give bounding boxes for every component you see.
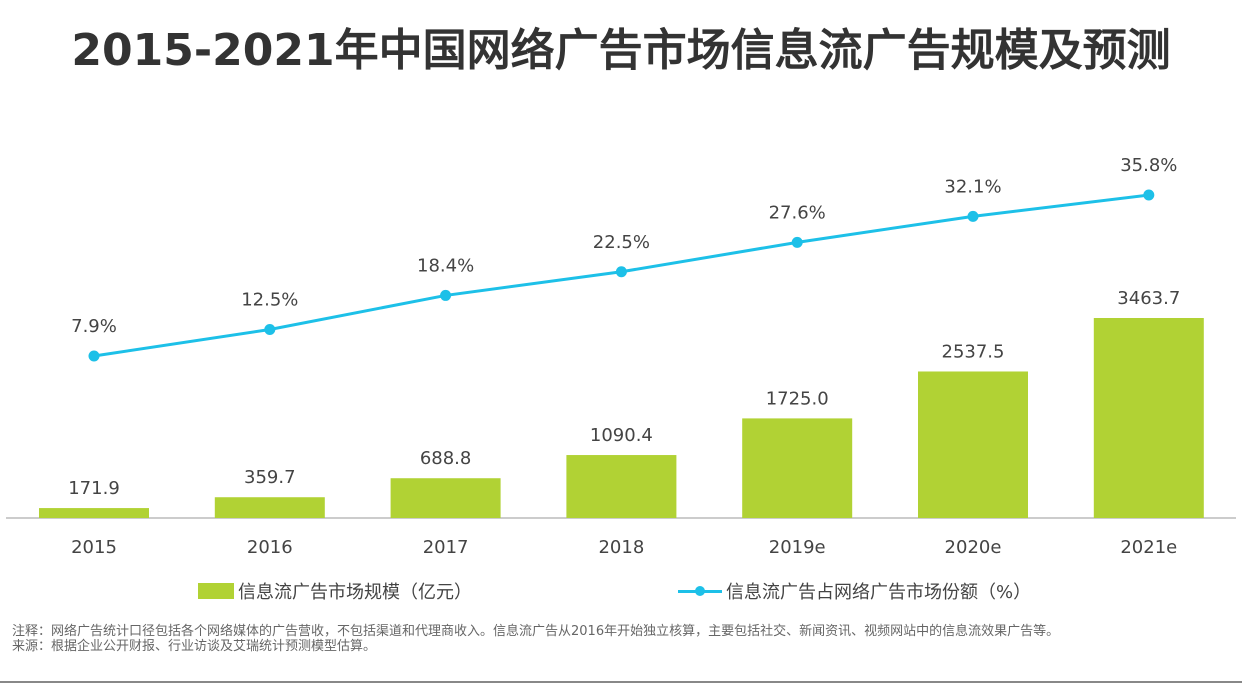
x-tick-label: 2018	[598, 537, 644, 558]
bar	[918, 371, 1028, 518]
line-point	[967, 210, 979, 222]
line-data-label: 32.1%	[944, 176, 1001, 197]
bar-data-label: 171.9	[68, 478, 120, 499]
line-data-label: 7.9%	[71, 316, 117, 337]
x-tick-label: 2021e	[1120, 537, 1177, 558]
bar-data-label: 359.7	[244, 467, 296, 488]
bar	[566, 455, 677, 518]
line-point	[440, 289, 452, 301]
line-data-label: 22.5%	[593, 232, 650, 253]
x-tick-label: 2017	[423, 537, 469, 558]
bar	[214, 497, 325, 518]
legend-label-line: 信息流广告占网络广告市场份额（%）	[726, 582, 1032, 603]
line-point	[88, 350, 100, 362]
line-data-label: 18.4%	[417, 255, 474, 276]
bar	[390, 478, 501, 518]
x-tick-label: 2015	[71, 537, 117, 558]
bar	[1093, 318, 1204, 518]
legend-item-bar: 信息流广告市场规模（亿元）	[198, 578, 472, 604]
bar	[39, 508, 149, 518]
line-point	[615, 266, 627, 278]
legend-label-bar: 信息流广告市场规模（亿元）	[238, 582, 472, 603]
bar-data-label: 1725.0	[766, 388, 829, 409]
legend-item-line: 信息流广告占网络广告市场份额（%）	[678, 578, 1031, 604]
legend-swatch-line	[678, 583, 722, 599]
line-point	[264, 323, 276, 335]
footnotes: 注释：网络广告统计口径包括各个网络媒体的广告营收，不包括渠道和代理商收入。信息流…	[12, 624, 1227, 654]
line-data-label: 35.8%	[1120, 155, 1177, 176]
bar-data-label: 3463.7	[1117, 288, 1180, 309]
x-tick-label: 2020e	[945, 537, 1002, 558]
bar	[742, 418, 853, 518]
x-tick-label: 2016	[247, 537, 293, 558]
chart-title: 2015-2021年中国网络广告市场信息流广告规模及预测	[71, 25, 1171, 76]
x-tick-label: 2019e	[769, 537, 826, 558]
line-data-label: 12.5%	[241, 289, 298, 310]
legend-swatch-bar	[198, 583, 234, 599]
line-point	[791, 236, 803, 248]
bar-data-label: 1090.4	[590, 425, 653, 446]
line-data-label: 27.6%	[769, 202, 826, 223]
bottom-rule	[0, 681, 1242, 683]
source-text: 来源：根据企业公开财报、行业访谈及艾瑞统计预测模型估算。	[12, 639, 377, 654]
bar-data-label: 2537.5	[942, 341, 1005, 362]
note-text: 注释：网络广告统计口径包括各个网络媒体的广告营收，不包括渠道和代理商收入。信息流…	[12, 624, 1060, 639]
bar-data-label: 688.8	[420, 448, 472, 469]
line-point	[1143, 189, 1155, 201]
